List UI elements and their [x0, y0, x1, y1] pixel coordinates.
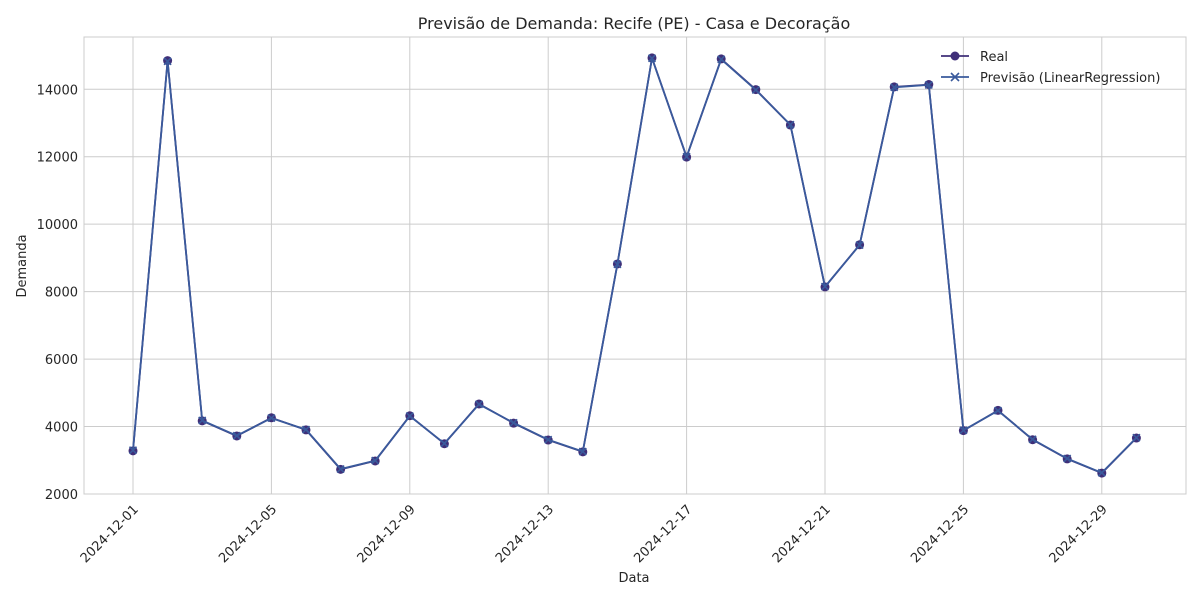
y-tick-label: 2000: [45, 488, 78, 503]
x-axis-label: Data: [618, 571, 649, 586]
x-tick-label: 2024-12-17: [631, 502, 695, 566]
data-point-forecast: [198, 416, 207, 425]
data-point-forecast: [267, 414, 276, 423]
plot-frame: [83, 36, 1187, 495]
y-axis-label: Demanda: [15, 234, 30, 297]
grid-layer: [84, 37, 1186, 495]
y-tick-label: 4000: [45, 421, 78, 436]
data-point-forecast: [405, 412, 414, 421]
legend-entry-real: Real: [941, 50, 1008, 65]
x-tick-label: 2024-12-13: [493, 502, 557, 566]
y-tick-label: 6000: [45, 353, 78, 368]
x-tick-label: 2024-12-09: [355, 502, 419, 566]
x-tick-label: 2024-12-29: [1047, 502, 1111, 566]
legend-label-real: Real: [980, 50, 1008, 65]
data-point-forecast: [336, 464, 345, 474]
y-tick-label: 14000: [37, 83, 78, 98]
chart-title: Previsão de Demanda: Recife (PE) - Casa …: [418, 14, 850, 33]
data-point-forecast: [993, 406, 1003, 415]
data-point-forecast: [128, 446, 138, 455]
series-line-1: [132, 57, 1138, 474]
data-point-forecast: [578, 447, 587, 456]
data-point-forecast: [232, 431, 241, 440]
x-tick-label: 2024-12-25: [908, 502, 972, 566]
data-point-forecast: [1063, 454, 1072, 463]
data-point-forecast: [751, 85, 760, 95]
data-point-forecast: [855, 241, 864, 250]
data-point-forecast: [371, 456, 380, 465]
y-tick-label: 10000: [37, 218, 78, 233]
series-line-0: [132, 57, 1138, 475]
legend-label-forecast: Previsão (LinearRegression): [980, 71, 1160, 86]
data-point-forecast: [682, 152, 691, 161]
x-tick-label: 2024-12-05: [216, 502, 280, 566]
data-point-forecast: [1097, 468, 1106, 477]
legend-entry-forecast: Previsão (LinearRegression): [941, 71, 1160, 86]
data-point-forecast: [474, 400, 484, 409]
legend-marker-real: [950, 51, 960, 61]
legend: Real Previsão (LinearRegression): [941, 50, 1160, 86]
data-point-forecast: [647, 54, 657, 63]
data-point-forecast: [440, 439, 449, 448]
data-point-forecast: [959, 426, 968, 435]
y-tick-label: 8000: [45, 286, 78, 301]
data-point-forecast: [786, 120, 795, 129]
data-point-forecast: [1028, 435, 1037, 444]
data-point-forecast: [1132, 433, 1141, 442]
data-point-forecast: [613, 260, 622, 269]
data-point-forecast: [544, 435, 553, 444]
data-point-forecast: [820, 282, 830, 291]
data-point-forecast: [890, 83, 899, 92]
data-point-forecast: [509, 418, 518, 427]
data-point-forecast: [301, 425, 311, 434]
series-layer: [128, 53, 1141, 478]
y-tick-label: 12000: [37, 151, 78, 166]
data-point-forecast: [163, 57, 172, 66]
data-point-forecast: [924, 80, 933, 89]
x-tick-label: 2024-12-01: [78, 502, 142, 566]
data-point-forecast: [717, 55, 726, 64]
x-tick-label: 2024-12-21: [770, 502, 834, 566]
legend-marker-forecast: [950, 72, 960, 82]
